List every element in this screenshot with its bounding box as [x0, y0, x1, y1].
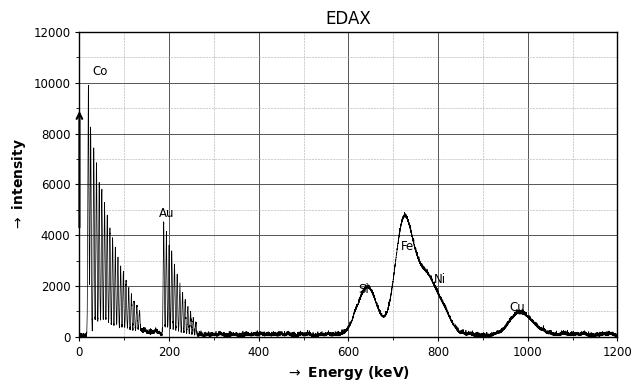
Text: Cu: Cu — [510, 301, 526, 314]
Title: EDAX: EDAX — [325, 10, 371, 28]
Text: Si: Si — [358, 283, 369, 296]
Text: Co: Co — [92, 65, 107, 78]
Text: Ni: Ni — [433, 273, 446, 286]
X-axis label: $\rightarrow$ Energy (keV): $\rightarrow$ Energy (keV) — [286, 364, 410, 382]
Text: Fe: Fe — [401, 240, 413, 253]
Text: Au: Au — [159, 207, 175, 220]
Y-axis label: $\rightarrow$ intensity: $\rightarrow$ intensity — [10, 138, 28, 231]
